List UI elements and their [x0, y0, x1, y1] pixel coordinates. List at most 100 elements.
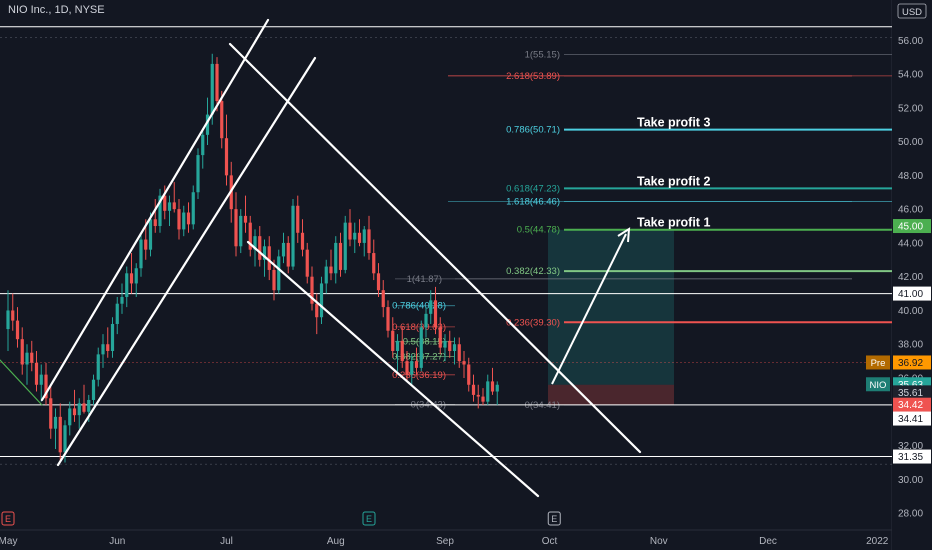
price-tag-box — [893, 355, 931, 370]
time-tick-label: Oct — [542, 536, 558, 547]
price-tick-label: 52.00 — [898, 103, 923, 114]
candle-body — [167, 202, 172, 211]
horizontal-levels[interactable] — [0, 26, 892, 465]
candle-body — [53, 416, 58, 429]
price-tick-label: 48.00 — [898, 171, 923, 182]
price-tick-label: 46.00 — [898, 205, 923, 216]
candle-body — [220, 101, 224, 139]
earnings-marker-box — [547, 511, 561, 526]
candle-body — [300, 232, 305, 250]
candle-body — [291, 205, 295, 267]
fib-level-label: 0.786(50.71) — [506, 125, 560, 136]
target-arrow-head — [617, 227, 631, 243]
candle-body — [267, 246, 271, 270]
candle-body — [215, 63, 219, 102]
price-tick-label: 38.00 — [898, 340, 923, 351]
candle-body — [34, 362, 39, 385]
candle-body — [395, 340, 400, 351]
candle-body — [457, 344, 461, 362]
candle-body — [467, 364, 471, 385]
candle-body — [153, 219, 157, 227]
candle-body — [191, 192, 195, 225]
earnings-marker-box — [1, 511, 15, 526]
price-tag-box — [893, 385, 931, 400]
loss-zone — [548, 384, 674, 405]
fibonacci-levels[interactable]: 1(41.87) 0.786(40.28) 0.618(39.03) 0.5(38.1… — [392, 50, 892, 411]
price-tag-box — [893, 397, 931, 412]
candle-body — [495, 384, 499, 392]
candles — [6, 53, 499, 463]
candle-body — [58, 416, 62, 453]
candle-body — [419, 327, 423, 368]
candle-body — [134, 268, 138, 284]
candle-body — [210, 63, 214, 115]
fib-level-label: 1(55.15) — [525, 50, 560, 61]
candle-body — [163, 195, 167, 211]
candle-body — [414, 361, 419, 368]
candle-body — [139, 239, 143, 269]
fib-level-label: 0.786(40.28) — [392, 301, 446, 312]
time-tick-label: Dec — [759, 536, 777, 547]
candle-body — [253, 236, 257, 250]
candle-body — [386, 307, 390, 331]
candle-body — [348, 222, 352, 240]
time-tick-label: Aug — [327, 536, 345, 547]
profit-zone — [548, 229, 674, 385]
take-profit-label: Take profit 3 — [637, 116, 710, 130]
candle-body — [281, 242, 286, 257]
fib-level-label: 2.618(53.89) — [506, 71, 560, 82]
candle-body — [148, 219, 153, 250]
currency-label: USD — [902, 7, 922, 18]
fib-level-label: 0.236(39.30) — [506, 317, 560, 328]
price-tag-label: 34.41 — [898, 414, 923, 425]
fib-level-label: 0.618(47.23) — [506, 183, 560, 194]
time-tick-label: Sep — [436, 536, 454, 547]
target-arrow-line — [551, 233, 627, 385]
candle-body — [144, 239, 148, 250]
price-tick-label: 32.00 — [898, 441, 923, 452]
price-tag-box — [893, 449, 931, 464]
candle-body — [400, 340, 404, 362]
fib-level-label: 0.618(39.03) — [392, 322, 446, 333]
candle-body — [410, 361, 414, 375]
trend-channels[interactable] — [0, 18, 642, 498]
candle-body — [49, 398, 53, 429]
time-axis[interactable]: May Jun Jul Aug Sep Oct Nov Dec 2022 E E E — [0, 511, 889, 547]
candle-body — [172, 202, 176, 210]
fib-level-label: 1.618(46.46) — [506, 196, 560, 207]
price-tag-label: 45.00 — [898, 222, 923, 233]
price-tag-prefix: Pre — [871, 358, 886, 369]
candle-body — [462, 361, 466, 365]
time-tick-label: 2022 — [866, 536, 889, 547]
earnings-marker: E — [5, 514, 11, 524]
candle-body — [433, 300, 438, 328]
candle-body — [362, 229, 366, 243]
earnings-marker: E — [366, 514, 372, 524]
candle-body — [286, 242, 290, 267]
candle-body — [372, 253, 376, 274]
candle-body — [262, 246, 267, 260]
time-tick-label: Jul — [220, 536, 233, 547]
price-tick-label: 50.00 — [898, 137, 923, 148]
candle-body — [471, 384, 476, 395]
price-tag-label: 35.61 — [898, 388, 923, 399]
candle-body — [224, 138, 229, 176]
candle-body — [239, 215, 243, 247]
price-axis[interactable]: 28.0030.0032.0034.0036.0038.0040.0042.00… — [866, 0, 932, 550]
candle-body — [248, 222, 252, 250]
fib-level-label: 0.382(37.27) — [392, 352, 446, 363]
candle-body — [106, 344, 110, 351]
candle-body — [343, 222, 347, 270]
candle-body — [186, 212, 191, 225]
price-tag-label: 35.63 — [898, 380, 923, 391]
candle-body — [329, 266, 333, 274]
price-tag-label: 36.92 — [898, 358, 923, 369]
candle-body — [129, 273, 134, 284]
price-tick-label: 28.00 — [898, 509, 923, 520]
channel-line — [228, 42, 642, 454]
candle-body — [196, 155, 200, 193]
candle-body — [20, 339, 24, 365]
candle-body — [96, 354, 100, 380]
